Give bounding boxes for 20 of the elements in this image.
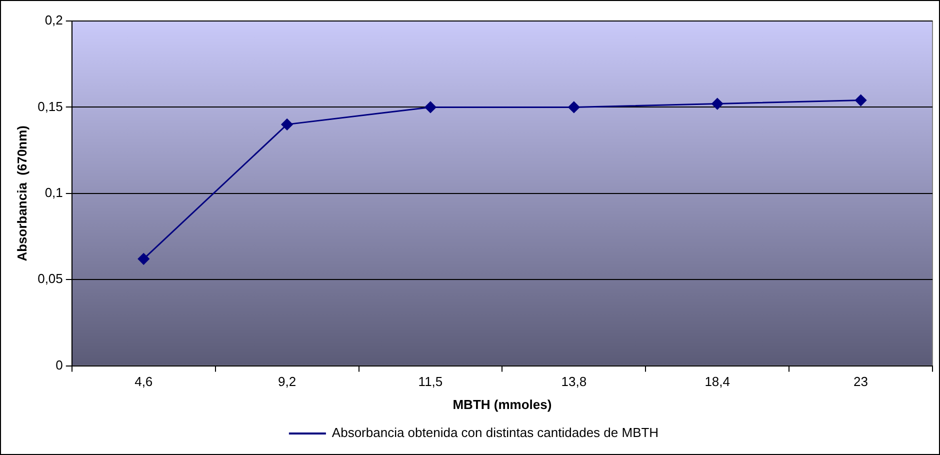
x-tick-label: 18,4	[704, 374, 730, 390]
y-tick-label: 0,1	[44, 184, 63, 200]
x-axis-title: MBTH (mmoles)	[452, 396, 552, 412]
point	[712, 98, 724, 110]
y-tick-label: 0,15	[38, 98, 63, 114]
legend-label: Absorbancia obtenida con distintas cantidades de MBTH	[332, 425, 659, 440]
y-tick-label: 0,2	[44, 12, 63, 28]
point	[855, 94, 867, 106]
point	[568, 101, 580, 113]
y-tick-label: 0	[56, 357, 63, 372]
y-axis-title: Absorbancia (670nm)	[14, 125, 30, 262]
x-tick-label: 13,8	[561, 374, 587, 390]
x-tick-label: 11,5	[418, 374, 443, 390]
x-tick-label: 23	[854, 374, 868, 390]
point	[138, 253, 150, 265]
x-tick-label: 4,6	[134, 374, 153, 390]
point	[281, 118, 293, 130]
x-tick-label: 9,2	[278, 374, 296, 390]
point	[424, 101, 436, 113]
y-tick-label: 0,05	[38, 271, 63, 286]
